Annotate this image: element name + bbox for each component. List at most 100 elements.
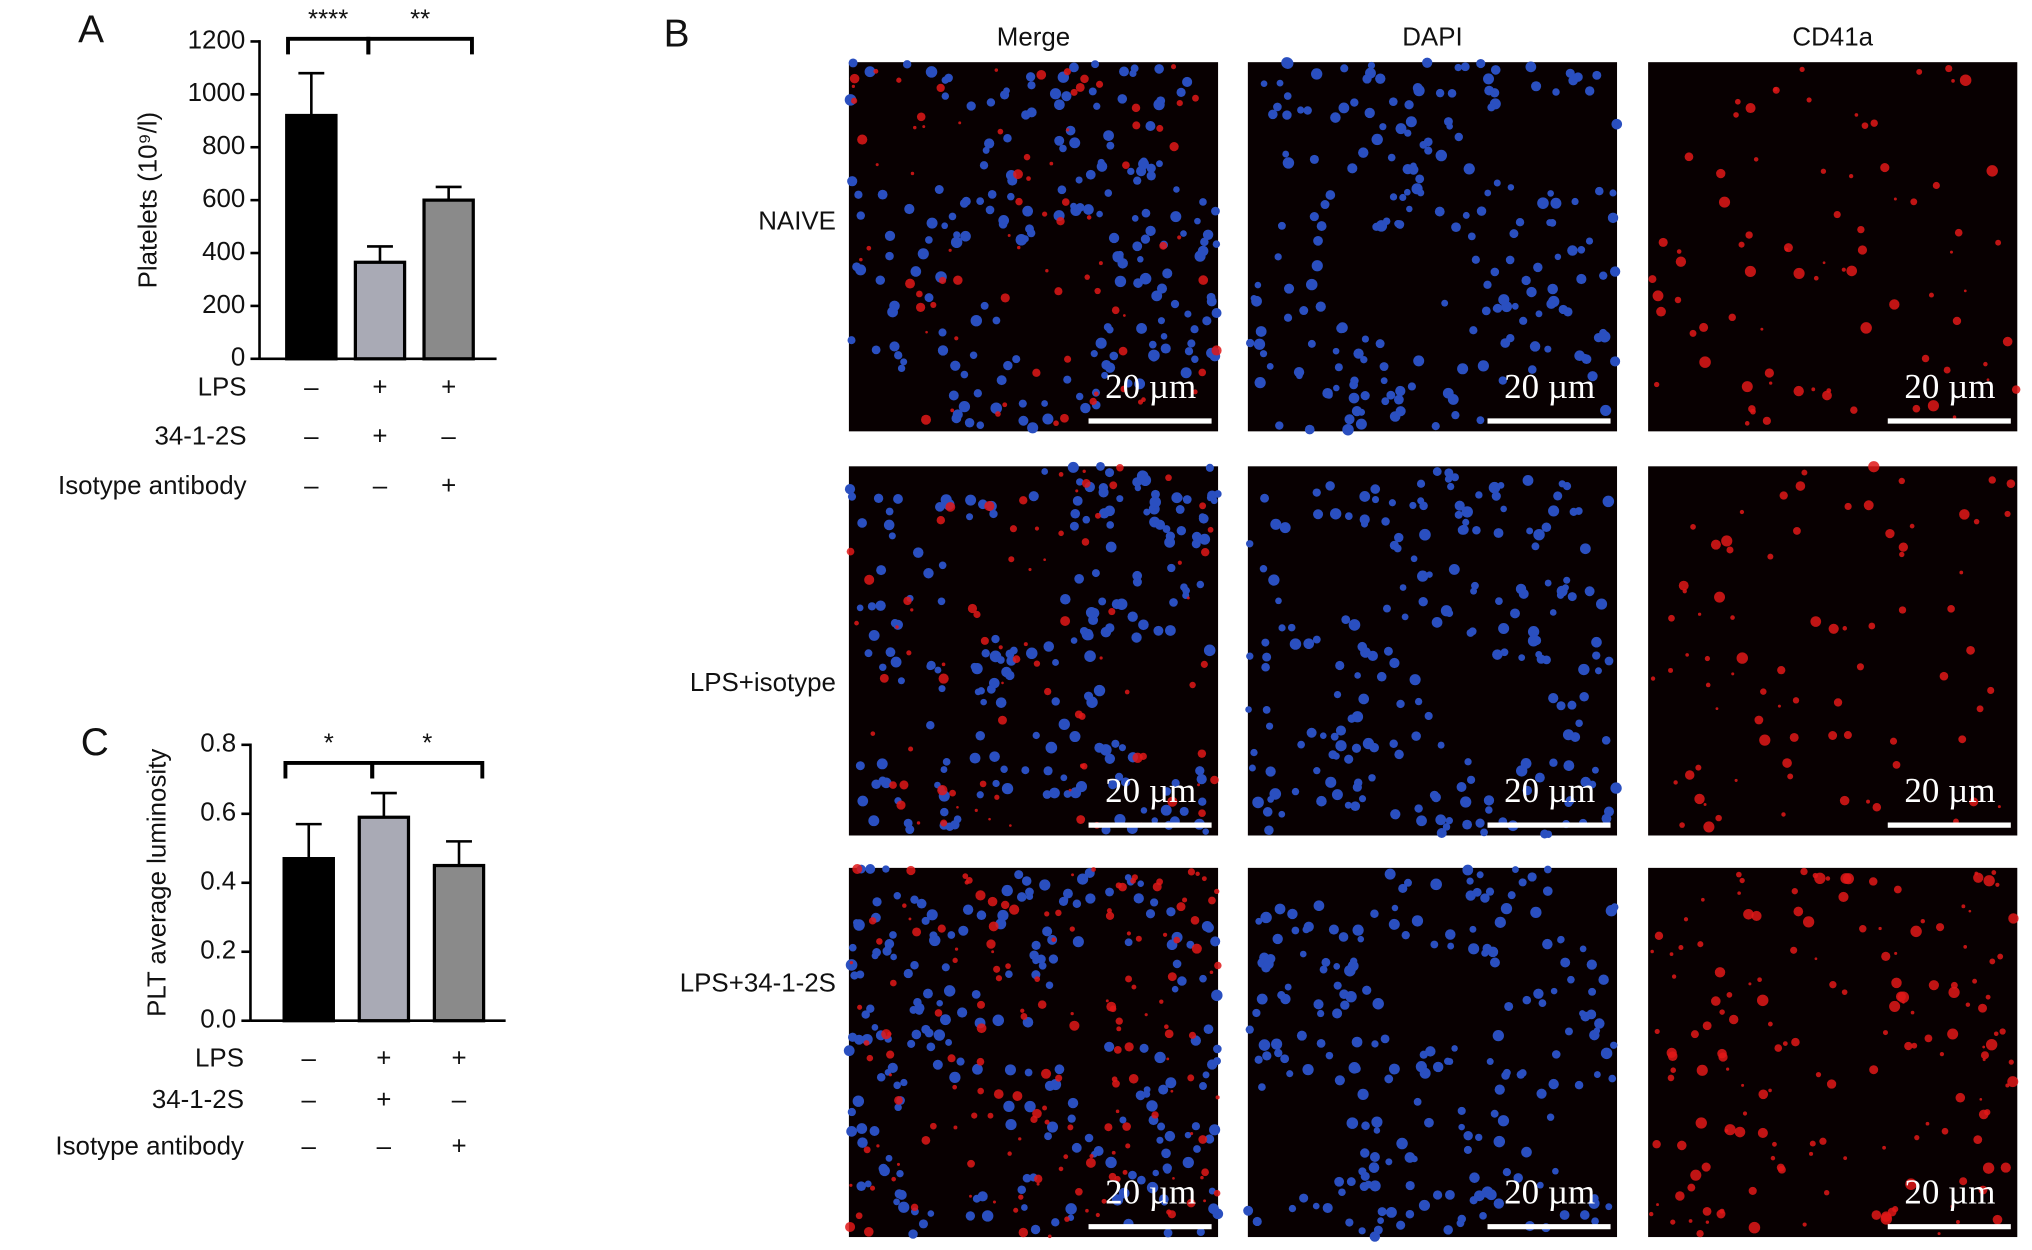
platelet-signal bbox=[1744, 421, 1750, 426]
nucleus bbox=[1258, 1083, 1266, 1091]
platelet-signal bbox=[1689, 329, 1697, 337]
platelet-signal bbox=[1654, 381, 1660, 388]
platelet-signal bbox=[1009, 904, 1020, 915]
platelet-signal bbox=[1974, 871, 1979, 876]
platelet-signal bbox=[1068, 788, 1072, 792]
nucleus bbox=[948, 212, 957, 221]
nucleus bbox=[927, 1210, 935, 1217]
nucleus bbox=[1196, 774, 1207, 785]
condition-sign: + bbox=[376, 1086, 391, 1114]
nucleus bbox=[1399, 193, 1407, 202]
platelet-signal bbox=[1070, 1011, 1074, 1016]
nucleus bbox=[1184, 1131, 1192, 1139]
nucleus bbox=[1512, 866, 1519, 873]
platelet-signal bbox=[1007, 233, 1011, 237]
platelet-signal bbox=[1034, 1174, 1043, 1184]
platelet-signal bbox=[1118, 882, 1127, 892]
nucleus bbox=[1371, 133, 1383, 146]
nucleus bbox=[1396, 1220, 1406, 1230]
nucleus bbox=[1338, 1188, 1346, 1197]
platelet-signal bbox=[910, 1203, 919, 1212]
platelet-signal bbox=[1768, 1088, 1772, 1093]
platelet-signal bbox=[1828, 731, 1838, 740]
nucleus bbox=[1398, 883, 1408, 894]
nucleus bbox=[1058, 718, 1070, 730]
platelet-signal bbox=[1927, 400, 1940, 412]
platelet-signal bbox=[1209, 970, 1214, 975]
platelet-signal bbox=[1887, 1207, 1897, 1217]
platelet-signal bbox=[1696, 1064, 1708, 1076]
condition-sign: – bbox=[304, 472, 319, 500]
nucleus bbox=[1091, 569, 1100, 578]
nucleus bbox=[1335, 725, 1347, 736]
panel-label: B bbox=[664, 13, 690, 56]
nucleus bbox=[1377, 1207, 1387, 1217]
platelet-signal bbox=[1122, 1122, 1131, 1131]
platelet-signal bbox=[1120, 385, 1128, 393]
nucleus bbox=[1090, 350, 1098, 358]
nucleus bbox=[1198, 513, 1206, 521]
platelet-signal bbox=[1095, 80, 1104, 88]
platelet-signal bbox=[2008, 1059, 2014, 1065]
nucleus bbox=[1316, 1009, 1325, 1018]
nucleus bbox=[1098, 597, 1107, 606]
nucleus bbox=[1156, 283, 1168, 294]
nucleus bbox=[1358, 1227, 1366, 1235]
platelet-signal bbox=[1842, 873, 1854, 885]
nucleus bbox=[1044, 1132, 1052, 1141]
nucleus bbox=[1469, 326, 1478, 335]
platelet-signal bbox=[1005, 963, 1011, 969]
platelet-signal bbox=[1055, 909, 1062, 917]
nucleus bbox=[1149, 496, 1161, 508]
nucleus bbox=[1274, 903, 1286, 915]
platelet-signal bbox=[947, 1054, 956, 1063]
nucleus bbox=[1137, 256, 1144, 263]
platelet-signal bbox=[976, 1023, 987, 1034]
platelet-signal bbox=[1973, 518, 1980, 525]
platelet-signal bbox=[1854, 113, 1859, 117]
platelet-signal bbox=[1824, 1190, 1830, 1196]
nucleus bbox=[1143, 508, 1151, 516]
nucleus bbox=[1182, 586, 1190, 595]
nucleus bbox=[1047, 1121, 1059, 1133]
micrograph-background bbox=[1648, 62, 2018, 432]
nucleus bbox=[1521, 1146, 1532, 1158]
nucleus bbox=[1026, 107, 1037, 118]
nucleus bbox=[1334, 1176, 1345, 1187]
platelet-signal bbox=[876, 1144, 880, 1148]
nucleus bbox=[1093, 1146, 1104, 1156]
nucleus bbox=[875, 600, 886, 611]
platelet-signal bbox=[1111, 1076, 1118, 1083]
platelet-signal bbox=[1093, 391, 1099, 397]
nucleus bbox=[1145, 909, 1156, 919]
nucleus bbox=[950, 236, 963, 249]
nucleus bbox=[1266, 362, 1274, 370]
nucleus bbox=[1031, 940, 1041, 950]
nucleus bbox=[1325, 1051, 1334, 1060]
nucleus bbox=[1424, 146, 1433, 155]
nucleus bbox=[1533, 990, 1543, 999]
nucleus bbox=[1076, 478, 1084, 486]
platelet-signal bbox=[997, 128, 1004, 135]
platelet-signal bbox=[1800, 867, 1808, 876]
nucleus bbox=[1075, 202, 1085, 212]
nucleus bbox=[1104, 1041, 1115, 1052]
platelet-signal bbox=[1898, 606, 1907, 614]
nucleus bbox=[1304, 424, 1315, 435]
nucleus bbox=[1100, 626, 1112, 638]
nucleus bbox=[902, 60, 912, 69]
nucleus bbox=[1386, 390, 1396, 400]
nucleus bbox=[1390, 809, 1401, 820]
y-tick-label: 800 bbox=[202, 132, 245, 160]
platelet-signal bbox=[1032, 368, 1041, 377]
nucleus bbox=[1556, 585, 1568, 597]
platelet-signal bbox=[922, 125, 926, 129]
platelet-signal bbox=[1815, 1072, 1822, 1078]
platelet-signal bbox=[1208, 896, 1216, 905]
platelet-signal bbox=[1731, 672, 1735, 676]
nucleus bbox=[1542, 886, 1553, 896]
platelet-signal bbox=[1705, 1220, 1710, 1224]
nucleus bbox=[938, 685, 946, 693]
nucleus bbox=[1364, 1180, 1373, 1189]
platelet-signal bbox=[1736, 652, 1748, 664]
